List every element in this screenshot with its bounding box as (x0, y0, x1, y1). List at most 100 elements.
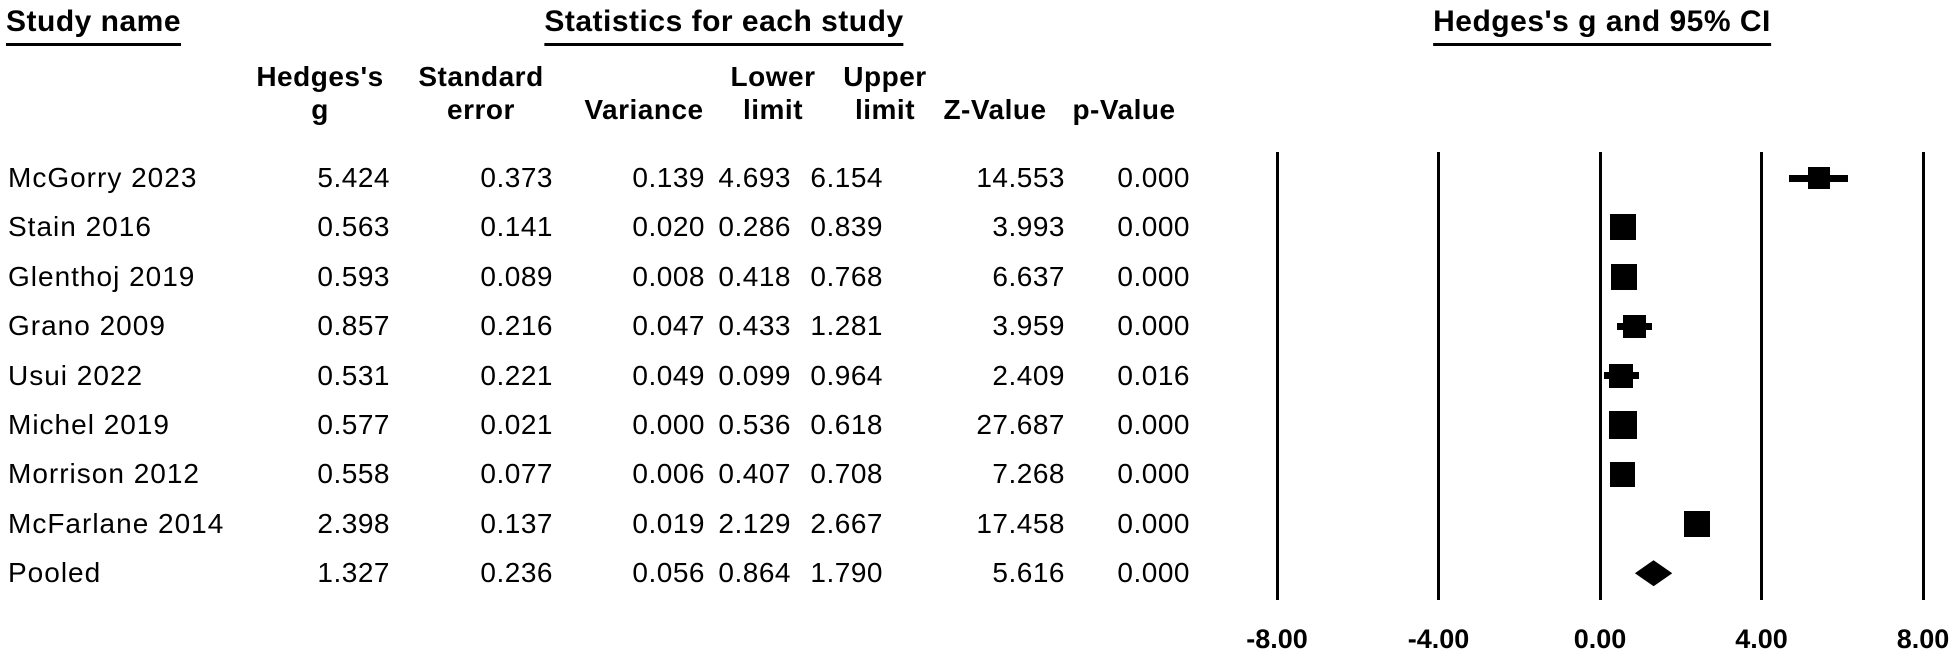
axis-gridline (1760, 152, 1763, 600)
value-cell-g: 0.558 (317, 458, 390, 490)
value-cell-p: 0.000 (1117, 260, 1190, 292)
value-cell-lower: 4.693 (718, 162, 791, 193)
study-name-cell: Grano 2009 (8, 310, 166, 342)
value-cell-p: 0.016 (1117, 359, 1190, 391)
value-cell-lower: 0.864 (718, 557, 791, 589)
effect-size-marker (1610, 461, 1636, 487)
value-cell-p: 0.000 (1117, 162, 1190, 193)
column-header-line: Upper (843, 61, 927, 92)
value-cell-g: 5.424 (317, 162, 390, 193)
effect-size-marker (1807, 167, 1830, 189)
value-cell-p: 0.000 (1117, 458, 1190, 490)
value-cell-se: 0.137 (480, 507, 553, 539)
effect-size-marker (1610, 263, 1637, 290)
column-header-line (1072, 60, 1175, 93)
value-cell-variance: 0.049 (632, 359, 705, 391)
value-cell-p: 0.000 (1117, 211, 1190, 243)
study-name-column-title: Study name (6, 5, 182, 46)
pooled-effect-diamond (1634, 560, 1673, 587)
study-name-cell: Morrison 2012 (8, 458, 200, 490)
value-cell-p: 0.000 (1117, 507, 1190, 539)
statistics-section-title: Statistics for each study (544, 5, 904, 46)
value-cell-se: 0.221 (480, 359, 553, 391)
value-cell-g: 0.531 (317, 359, 390, 391)
value-cell-g: 1.327 (317, 557, 390, 589)
column-header-z: Z-Value (943, 60, 1046, 126)
value-cell-z: 6.637 (992, 260, 1065, 292)
column-header-g: Hedges's g (256, 60, 383, 126)
value-cell-g: 2.398 (317, 507, 390, 539)
column-header-line: Variance (584, 94, 704, 125)
value-cell-upper: 0.839 (810, 211, 883, 243)
axis-tick-label: 0.00 (1573, 624, 1627, 654)
value-cell-se: 0.089 (480, 260, 553, 292)
value-cell-upper: 6.154 (810, 162, 883, 193)
column-header-line (584, 60, 703, 93)
effect-size-marker (1609, 363, 1634, 388)
column-header-variance: Variance (584, 60, 703, 126)
value-cell-lower: 0.536 (718, 409, 791, 440)
value-cell-upper: 2.667 (810, 507, 883, 539)
value-cell-p: 0.000 (1117, 409, 1190, 440)
column-header-line: Z-Value (943, 94, 1047, 125)
value-cell-upper: 0.708 (810, 458, 883, 490)
column-header-line: limit (854, 94, 916, 125)
value-cell-variance: 0.139 (632, 162, 705, 193)
column-header-line: limit (742, 94, 804, 125)
effect-size-marker (1623, 314, 1647, 338)
column-header-line: Lower (730, 61, 816, 92)
value-cell-variance: 0.000 (632, 409, 705, 440)
plot-section-title: Hedges's g and 95% CI (1433, 5, 1771, 46)
value-cell-g: 0.563 (317, 211, 390, 243)
value-cell-p: 0.000 (1117, 310, 1190, 342)
value-cell-variance: 0.008 (632, 260, 705, 292)
value-cell-z: 14.553 (976, 162, 1065, 193)
column-header-se: Standard error (418, 60, 543, 126)
column-header-line: Hedges's (256, 61, 384, 92)
value-cell-lower: 2.129 (718, 507, 791, 539)
value-cell-lower: 0.099 (718, 359, 791, 391)
value-cell-se: 0.216 (480, 310, 553, 342)
value-cell-p: 0.000 (1117, 557, 1190, 589)
axis-gridline (1275, 152, 1279, 600)
effect-size-marker (1683, 510, 1710, 537)
value-cell-z: 7.268 (992, 458, 1065, 490)
value-cell-lower: 0.407 (718, 458, 791, 490)
effect-size-marker (1609, 411, 1638, 439)
value-cell-upper: 1.790 (810, 557, 883, 589)
value-cell-upper: 0.618 (810, 409, 883, 440)
value-cell-z: 27.687 (976, 409, 1065, 440)
column-header-p: p-Value (1072, 60, 1175, 126)
value-cell-z: 5.616 (992, 557, 1065, 589)
value-cell-variance: 0.019 (632, 507, 705, 539)
column-header-line: Standard (418, 61, 544, 92)
value-cell-upper: 0.964 (810, 359, 883, 391)
study-name-cell: Stain 2016 (8, 211, 152, 243)
column-header-lower: Lower limit (731, 60, 816, 126)
column-header-line: g (311, 94, 329, 125)
axis-tick-label: -8.00 (1246, 624, 1308, 654)
study-name-cell: Michel 2019 (8, 409, 170, 440)
study-name-cell: Glenthoj 2019 (8, 260, 196, 292)
value-cell-se: 0.141 (480, 211, 553, 243)
value-cell-z: 2.409 (992, 359, 1065, 391)
column-header-line: p-Value (1072, 94, 1176, 125)
axis-tick-label: 8.00 (1896, 624, 1950, 654)
value-cell-lower: 0.286 (718, 211, 791, 243)
value-cell-se: 0.236 (480, 557, 553, 589)
column-header-upper: Upper limit (843, 60, 926, 126)
value-cell-variance: 0.056 (632, 557, 705, 589)
value-cell-lower: 0.433 (718, 310, 791, 342)
axis-tick-label: 4.00 (1735, 624, 1788, 654)
axis-tick-label: -4.00 (1407, 624, 1470, 654)
value-cell-z: 3.993 (992, 211, 1065, 243)
value-cell-upper: 0.768 (810, 260, 883, 292)
value-cell-g: 0.593 (317, 260, 390, 292)
value-cell-upper: 1.281 (810, 310, 883, 342)
value-cell-variance: 0.006 (632, 458, 705, 490)
study-name-cell: McGorry 2023 (8, 162, 198, 193)
column-header-line: error (447, 94, 515, 125)
value-cell-lower: 0.418 (718, 260, 791, 292)
study-name-cell: Usui 2022 (8, 359, 144, 391)
